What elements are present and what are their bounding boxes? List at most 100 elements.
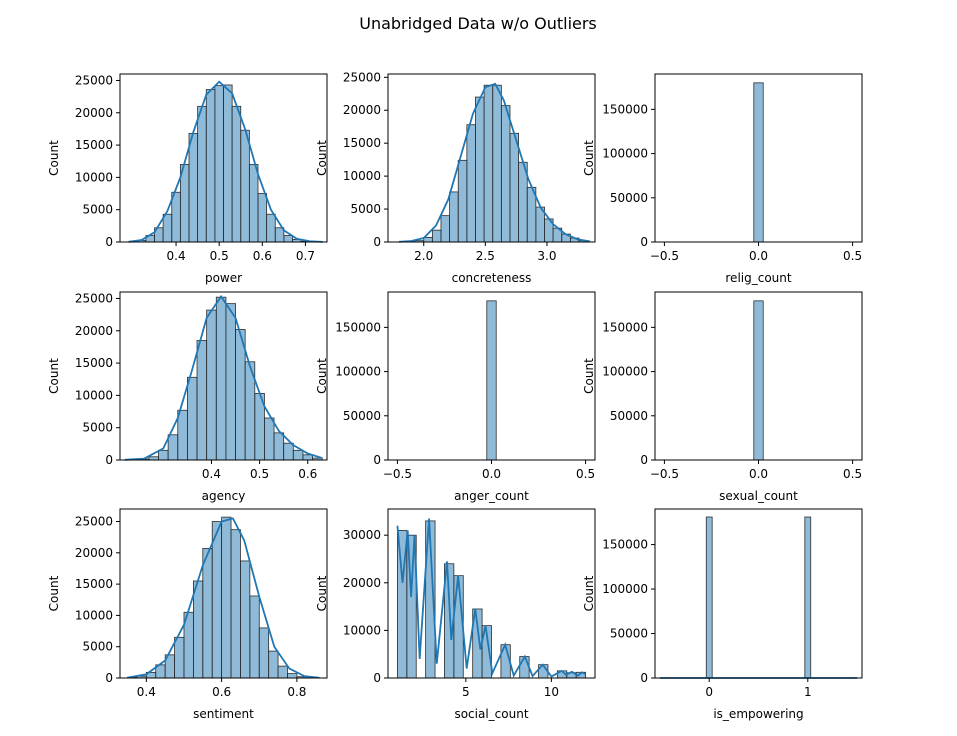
y-tick-label: 10000	[75, 388, 113, 402]
kde-curve	[124, 294, 323, 461]
x-tick-label: 0.8	[287, 685, 306, 699]
x-tick-label: 0.4	[202, 467, 221, 481]
histogram-bar	[466, 124, 476, 243]
y-tick-label: 20000	[75, 106, 113, 120]
histogram-bar	[197, 105, 207, 243]
subplot-social-count: 5 10 0 10000 20000 30000 social_count Count	[315, 508, 596, 721]
x-axis-label: power	[205, 271, 242, 285]
histogram-bar	[457, 159, 468, 243]
histogram-bar	[475, 96, 485, 243]
y-tick-label: 10000	[343, 623, 381, 637]
histogram-bar	[483, 84, 494, 243]
x-axis-label: sentiment	[193, 707, 254, 721]
x-tick-label: 0.4	[167, 249, 186, 263]
histogram-bar	[230, 529, 241, 679]
x-tick-label: 2.5	[476, 249, 495, 263]
y-tick-label: 100000	[602, 147, 648, 161]
x-tick-label: 3.0	[537, 249, 556, 263]
histogram-bar	[753, 300, 764, 461]
y-tick-label: 30000	[343, 528, 381, 542]
x-tick-label: −0.5	[650, 467, 679, 481]
histogram-bar	[268, 650, 279, 679]
histogram-bar	[225, 303, 236, 461]
y-tick-label: 50000	[610, 409, 648, 423]
histogram-bar	[519, 656, 530, 679]
y-tick-label: 5000	[82, 640, 113, 654]
x-tick-label: 0.5	[576, 467, 595, 481]
histogram-bar	[264, 417, 275, 461]
histogram-bar	[804, 516, 812, 679]
subplot-anger-count: −0.5 0.0 0.5 0 50000 100000 150000 anger_count C…	[315, 291, 596, 503]
histogram-bar	[196, 340, 208, 461]
y-axis-label: Count	[315, 140, 329, 176]
y-tick-label: 0	[640, 671, 648, 685]
y-tick-label: 25000	[75, 73, 113, 87]
y-tick-label: 15000	[343, 136, 381, 150]
x-tick-label: 0.4	[137, 685, 156, 699]
y-tick-label: 0	[373, 671, 381, 685]
kde-curve	[396, 518, 587, 678]
y-tick-label: 0	[640, 235, 648, 249]
histogram-bar	[509, 132, 520, 243]
histogram-bar	[283, 235, 293, 243]
y-tick-label: 150000	[335, 320, 381, 334]
histogram-bar	[231, 105, 242, 243]
y-tick-label: 0	[373, 453, 381, 467]
histogram-bar	[449, 191, 459, 243]
histogram-bar	[753, 82, 764, 243]
y-tick-label: 10000	[75, 608, 113, 622]
histogram-bar	[431, 229, 442, 243]
kde-curve	[128, 80, 323, 243]
histogram-bar	[423, 236, 433, 243]
histogram-bar	[492, 84, 502, 243]
kde-curve	[399, 82, 591, 243]
x-tick-label: 1	[804, 685, 812, 699]
y-tick-label: 50000	[610, 191, 648, 205]
histogram-bar	[186, 376, 198, 461]
histogram-bar	[266, 213, 276, 243]
histogram-bar	[500, 105, 511, 243]
x-tick-label: 0.5	[843, 249, 862, 263]
subplot-grid: 0.4 0.5 0.6 0.70500010000150002000025000pow…	[47, 70, 863, 721]
histogram-bar	[287, 673, 298, 679]
y-axis-label: Count	[315, 358, 329, 394]
histogram-bar	[192, 580, 204, 679]
subplot-power: 0.4 0.5 0.6 0.7 0 5000 10000 15000 20000 25000 pow…	[47, 73, 328, 285]
histogram-bar	[205, 89, 216, 243]
y-tick-label: 0	[105, 671, 113, 685]
x-tick-label: 0.7	[296, 249, 315, 263]
y-tick-label: 100000	[602, 365, 648, 379]
histogram-bar	[235, 329, 246, 461]
histogram-bar	[277, 665, 288, 679]
y-tick-label: 150000	[602, 102, 648, 116]
y-tick-label: 50000	[610, 627, 648, 641]
histogram-bar	[705, 516, 713, 679]
x-tick-label: 0.6	[298, 467, 317, 481]
x-tick-label: 0.5	[210, 249, 229, 263]
histogram-bar	[249, 595, 260, 679]
y-tick-label: 10000	[343, 169, 381, 183]
y-tick-label: 15000	[75, 356, 113, 370]
histogram-bar	[240, 129, 250, 243]
axes-frame	[387, 73, 596, 243]
histogram-bar	[248, 164, 259, 243]
histogram-bar	[214, 85, 224, 243]
histogram-bar	[273, 432, 285, 461]
y-tick-label: 25000	[75, 291, 113, 305]
y-tick-label: 10000	[75, 170, 113, 184]
y-axis-label: Count	[47, 575, 61, 611]
subplot-agency: 0.4 0.5 0.6 0 5000 10000 15000 20000 25000 agency…	[47, 291, 328, 503]
y-tick-label: 20000	[75, 324, 113, 338]
histogram-bar	[240, 560, 251, 679]
x-tick-label: −0.5	[383, 467, 412, 481]
histogram-bar	[223, 84, 233, 243]
subplot-concreteness: 2.0 2.5 3.0 0 5000 10000 15000 20000 25000 concre…	[315, 70, 596, 285]
y-tick-label: 15000	[75, 577, 113, 591]
histogram-bar	[215, 296, 227, 461]
histogram-bar	[257, 193, 268, 243]
histogram-bar	[167, 434, 179, 461]
histogram-bar	[177, 409, 188, 461]
y-tick-label: 100000	[602, 582, 648, 596]
figure-title: Unabridged Data w/o Outliers	[359, 14, 597, 33]
kde-curve	[127, 517, 320, 679]
